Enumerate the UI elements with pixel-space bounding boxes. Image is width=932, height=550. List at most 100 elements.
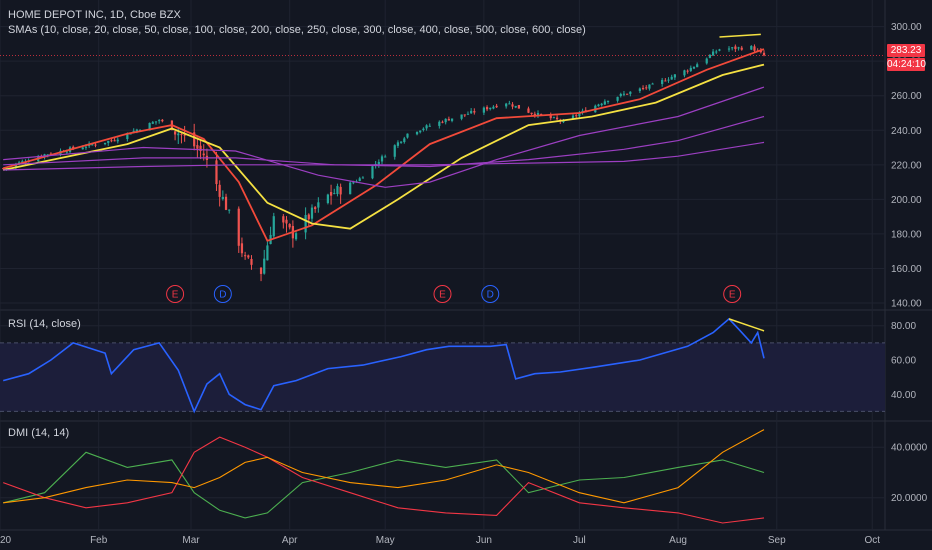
candle-body [310, 207, 314, 219]
candle-body [177, 133, 180, 136]
candle-body [661, 79, 664, 84]
candle-body [737, 47, 740, 49]
price-y-tick-label: 200.00 [891, 195, 922, 206]
candle-body [692, 66, 696, 69]
candle-body [415, 131, 419, 135]
candle-body [317, 202, 320, 208]
candle-body [285, 219, 288, 224]
dmi-line [3, 451, 765, 519]
candle-body [333, 193, 336, 195]
candle-body [384, 156, 387, 158]
candle-body [116, 139, 119, 142]
candle-body [199, 145, 202, 152]
candle-body [575, 115, 578, 117]
event-marker-label: D [219, 290, 226, 301]
rsi-band [0, 342, 885, 412]
candle-body [473, 111, 476, 113]
candle-body [94, 144, 97, 146]
candle-body [371, 166, 374, 179]
candles-group [2, 44, 766, 282]
candle-body [727, 48, 731, 50]
dmi-y-tick-label: 20.0000 [891, 493, 928, 504]
candle-body [495, 105, 498, 108]
candle-body [428, 125, 431, 127]
candle-body [673, 74, 677, 78]
candle-body [514, 105, 517, 108]
candle-body [339, 186, 342, 195]
candle-body [129, 133, 132, 135]
candle-body [221, 196, 224, 199]
candle-body [571, 115, 575, 120]
candle-body [622, 93, 626, 95]
candle-body [84, 146, 88, 148]
dmi-legend[interactable]: DMI (14, 14) [8, 427, 70, 439]
price-y-tick-label: 260.00 [891, 91, 922, 102]
candle-body [272, 216, 275, 237]
candle-body [438, 121, 441, 126]
candle-body [240, 243, 244, 254]
candle-body [450, 118, 454, 121]
sma-legend[interactable]: SMAs (10, close, 20, close, 50, close, 1… [8, 24, 586, 36]
rsi-trendline [728, 318, 765, 332]
candle-body [393, 145, 396, 157]
event-marker-label: E [729, 290, 736, 301]
candle-body [2, 168, 5, 170]
candle-body [103, 142, 107, 145]
candle-body [148, 122, 151, 131]
candle-body [708, 54, 712, 58]
candle-body [619, 93, 622, 97]
rsi-legend[interactable]: RSI (14, close) [8, 318, 81, 330]
candle-body [196, 145, 199, 149]
candle-body [641, 88, 645, 90]
candle-body [731, 47, 734, 49]
dmi-line [3, 436, 765, 524]
candle-body [425, 125, 428, 129]
candle-body [352, 182, 355, 184]
candle-body [161, 119, 164, 122]
x-tick-label: Oct [864, 535, 880, 546]
candle-body [705, 58, 708, 64]
candle-body [549, 114, 552, 119]
candle-body [314, 207, 317, 210]
candle-body [696, 64, 699, 68]
dmi-line [3, 429, 765, 504]
candle-body [603, 101, 606, 105]
candle-body [533, 113, 536, 116]
candle-body [670, 76, 673, 80]
candle-body [753, 46, 756, 51]
candle-body [329, 192, 333, 196]
candle-body [151, 122, 154, 124]
candle-body [734, 46, 737, 50]
candle-body [530, 112, 533, 114]
candle-body [107, 140, 110, 143]
candle-body [536, 113, 540, 117]
candle-body [664, 80, 667, 82]
candle-body [711, 51, 715, 56]
event-marker-label: E [172, 290, 179, 301]
candle-body [247, 255, 250, 258]
candle-body [304, 215, 307, 233]
x-tick-label: Apr [282, 535, 298, 546]
candle-body [349, 182, 352, 195]
candle-body [683, 70, 686, 76]
countdown-badge: 04:24:10 [887, 58, 926, 71]
candle-body [759, 50, 762, 53]
symbol-legend[interactable]: HOME DEPOT INC, 1D, Cboe BZX [8, 9, 181, 21]
candle-body [406, 133, 409, 138]
candle-body [466, 113, 470, 115]
candle-body [193, 132, 196, 147]
candle-body [419, 130, 422, 133]
candle-body [616, 96, 619, 101]
candle-body [600, 103, 603, 106]
candle-body [396, 142, 400, 146]
candle-body [403, 138, 406, 143]
candle-body [173, 131, 177, 135]
event-marker-label: E [439, 290, 446, 301]
candle-body [215, 160, 218, 185]
x-tick-label: Jun [476, 535, 492, 546]
candle-body [65, 151, 68, 153]
candle-body [629, 91, 632, 94]
candle-body [263, 258, 266, 274]
candle-body [485, 107, 489, 110]
